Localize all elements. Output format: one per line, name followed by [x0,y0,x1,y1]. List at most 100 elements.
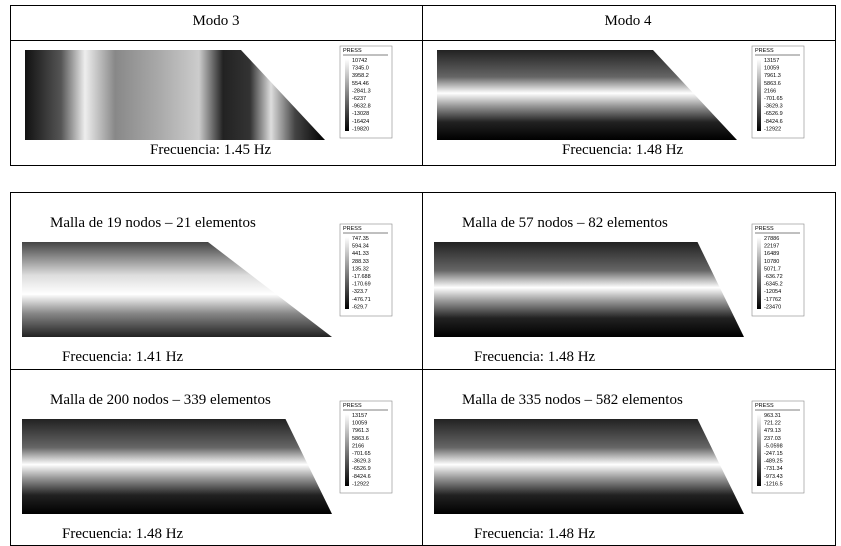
legend-value: -2841.3 [352,88,371,94]
legend-bar [345,237,349,309]
contour-plot [437,50,737,140]
legend-value: 2166 [352,443,364,449]
legend-value: -12054 [764,289,781,295]
legend-value: 7961.3 [764,73,781,79]
contour-plot [22,419,332,514]
legend-value: 747.35 [352,236,369,242]
legend-value: 237.03 [764,436,781,442]
legend-bar [345,59,349,131]
legend-value: 3958.2 [352,73,369,79]
legend-value: 721.22 [764,421,781,427]
divider [10,40,836,41]
legend-value: -170.69 [352,282,371,288]
legend-value: 2166 [764,88,776,94]
legend-value: -3629.3 [764,104,783,110]
legend-value: 10059 [764,66,779,72]
legend-value: -6237 [352,96,366,102]
legend-value: -489.25 [764,459,783,465]
legend-value: -323.7 [352,289,368,295]
legend-value: -6345.2 [764,282,783,288]
legend-value: -23470 [764,304,781,310]
legend-title: PRESS [755,48,774,54]
caption: Frecuencia: 1.48 Hz [62,526,184,542]
legend-bar [757,414,761,486]
legend-value: -12922 [352,481,369,487]
legend-value: -629.7 [352,304,368,310]
divider [422,5,423,166]
caption: Frecuencia: 1.41 Hz [62,349,184,365]
legend-title: PRESS [755,226,774,232]
legend-title: PRESS [343,48,362,54]
legend-value: -731.34 [764,466,783,472]
legend-value: 441.33 [352,251,369,257]
legend-value: -6526.9 [764,111,783,117]
legend-value: 5863.6 [352,436,369,442]
modes-table [10,5,836,166]
legend-value: 10780 [764,259,779,265]
legend-value: 5071.7 [764,266,781,272]
contour-plot [434,419,744,514]
legend-value: 135.32 [352,266,369,272]
legend-value: 10059 [352,421,367,427]
legend-value: 554.46 [352,81,369,87]
legend-value: 27886 [764,236,779,242]
legend-value: -13028 [352,111,369,117]
legend-value: 963.31 [764,413,781,419]
legend-value: -17762 [764,297,781,303]
legend-value: 13157 [764,58,779,64]
legend-bar [757,237,761,309]
caption: Frecuencia: 1.45 Hz [150,142,272,158]
legend-value: -9632.8 [352,104,371,110]
contour-plot [434,242,744,337]
legend-title: PRESS [755,403,774,409]
contour-plot [22,242,332,337]
legend-value: -8424.6 [352,474,371,480]
column-header: Modo 3 [192,13,240,29]
mesh-title: Malla de 200 nodos – 339 elementos [50,392,271,408]
legend-value: 7961.3 [352,428,369,434]
legend-value: -16424 [352,119,369,125]
legend-value: 594.34 [352,244,369,250]
legend-value: -636.72 [764,274,783,280]
legend-value: 479.13 [764,428,781,434]
legend-value: 5863.6 [764,81,781,87]
mesh-title: Malla de 19 nodos – 21 elementos [50,215,256,231]
legend-value: -5.0598 [764,443,783,449]
legend-value: -1216.5 [764,481,783,487]
legend-value: -6526.9 [352,466,371,472]
legend-value: -12922 [764,126,781,132]
caption: Frecuencia: 1.48 Hz [562,142,684,158]
legend-value: -3629.3 [352,459,371,465]
legend-value: -19820 [352,126,369,132]
mesh-title: Malla de 335 nodos – 582 elementos [462,392,683,408]
legend-value: 13157 [352,413,367,419]
legend-title: PRESS [343,226,362,232]
legend-value: -17.688 [352,274,371,280]
legend-value: -247.15 [764,451,783,457]
contour-plot [25,50,325,140]
legend-value: -476.71 [352,297,371,303]
divider [10,369,836,370]
legend-value: 288.33 [352,259,369,265]
legend-value: -8424.6 [764,119,783,125]
mesh-title: Malla de 57 nodos – 82 elementos [462,215,668,231]
legend-title: PRESS [343,403,362,409]
legend-value: 10742 [352,58,367,64]
legend-value: -701.65 [352,451,371,457]
legend-bar [345,414,349,486]
legend-value: 7345.0 [352,66,369,72]
legend-value: 16489 [764,251,779,257]
legend-value: -701.65 [764,96,783,102]
legend-value: 22197 [764,244,779,250]
legend-value: -973.43 [764,474,783,480]
caption: Frecuencia: 1.48 Hz [474,349,596,365]
caption: Frecuencia: 1.48 Hz [474,526,596,542]
legend-bar [757,59,761,131]
column-header: Modo 4 [604,13,652,29]
